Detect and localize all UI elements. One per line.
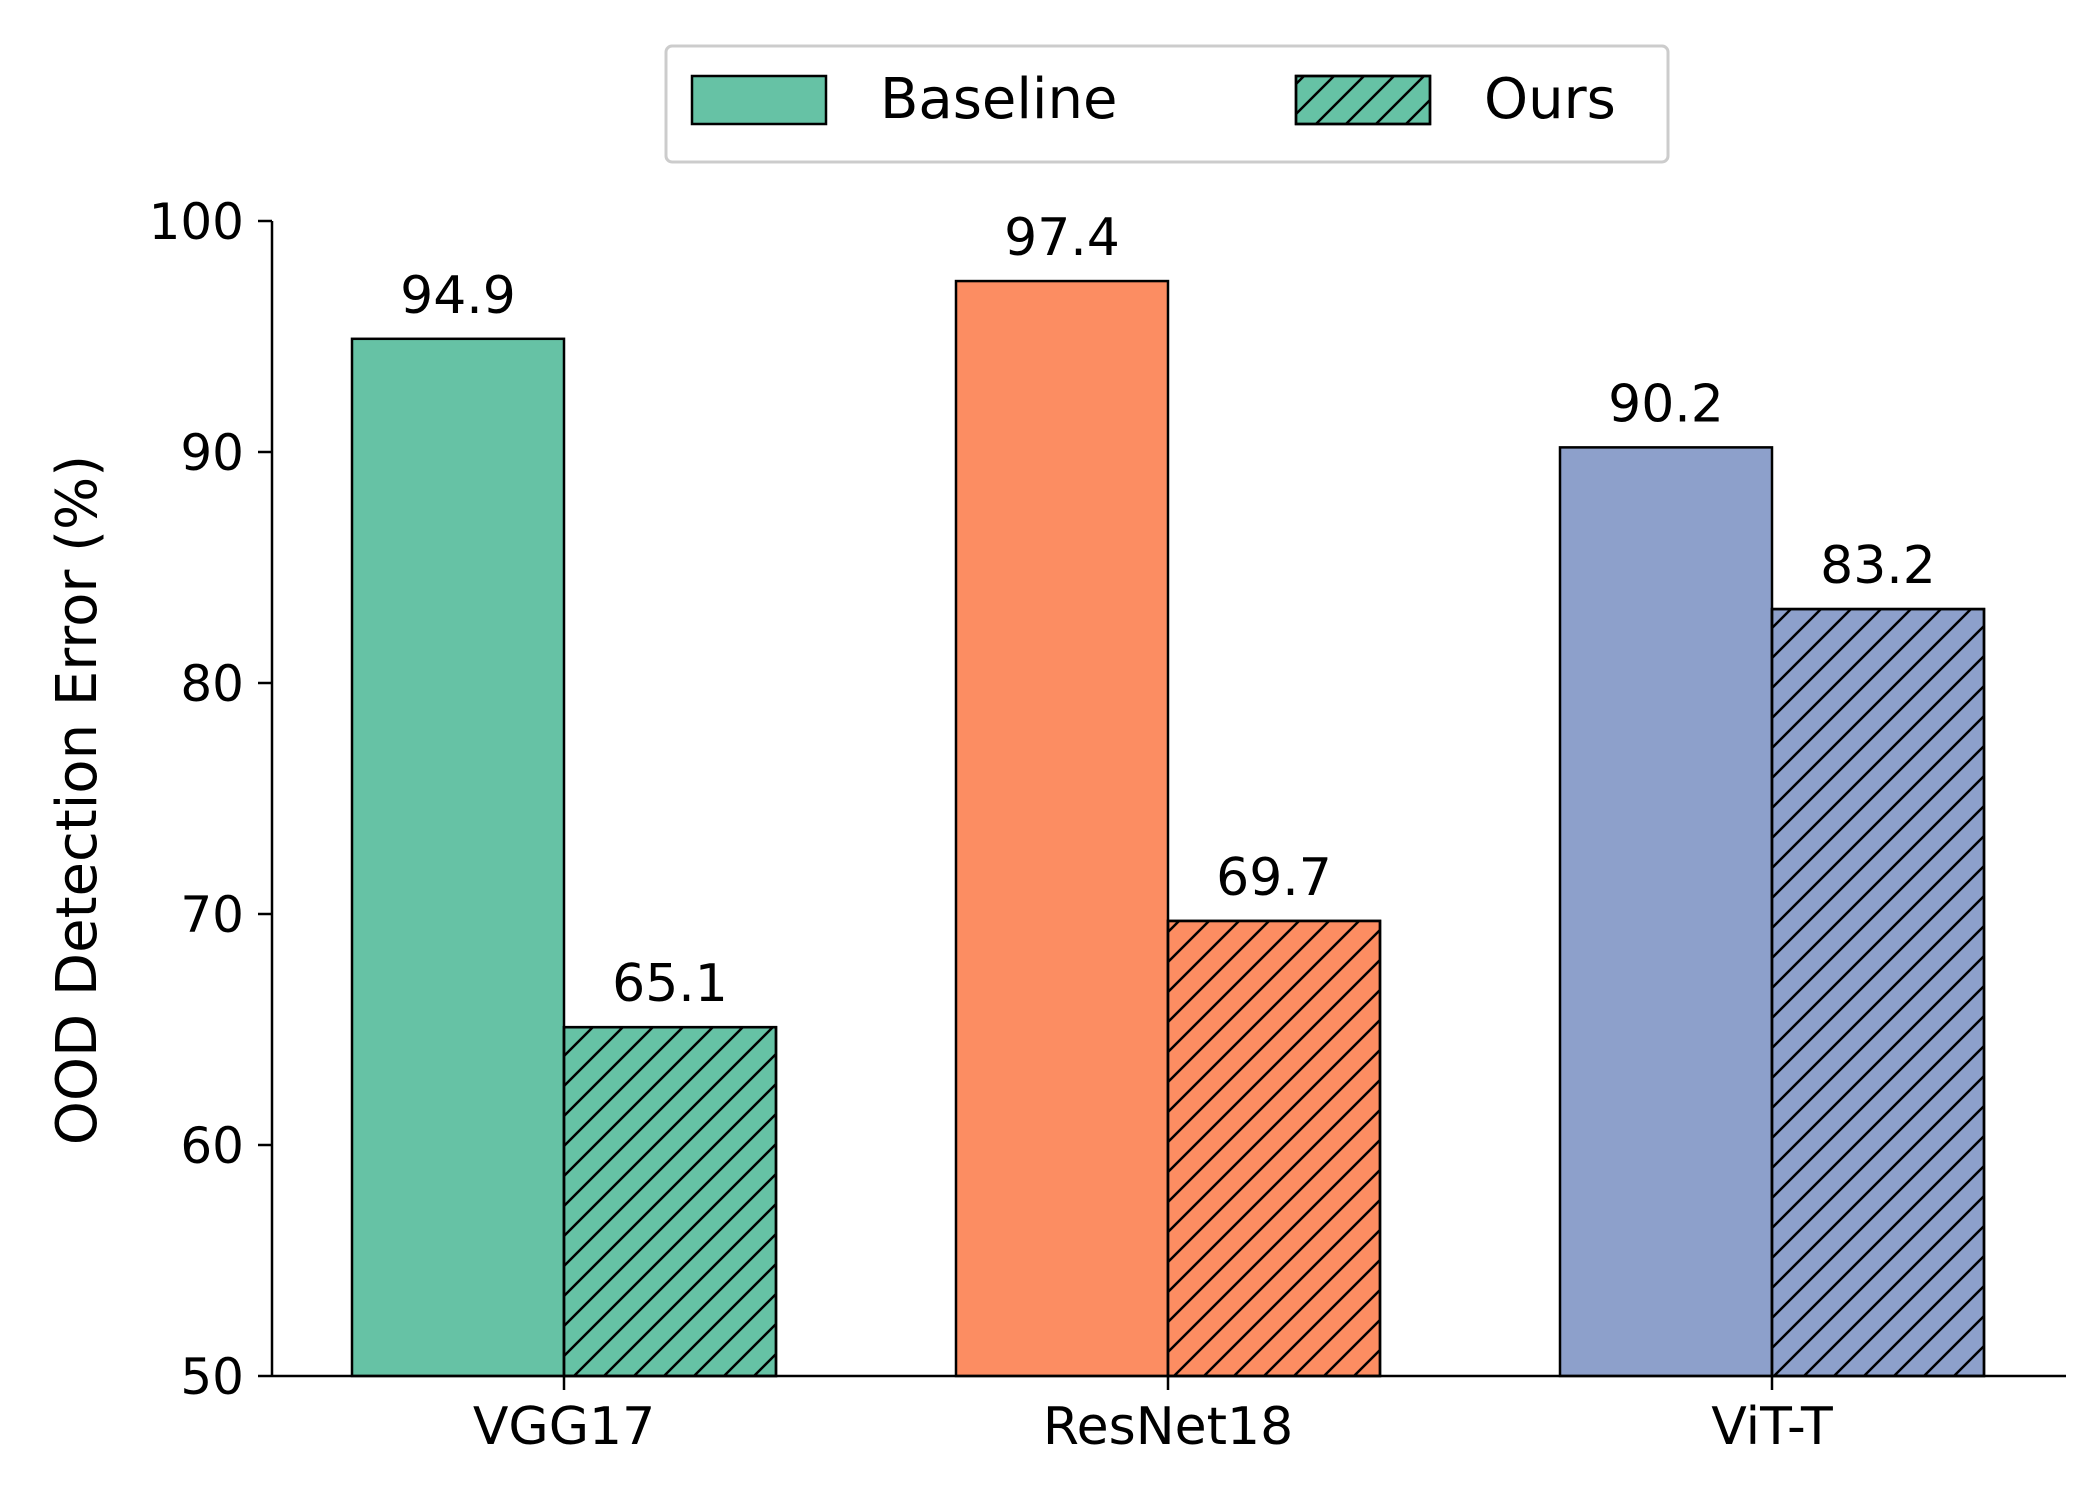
bar-baseline-vit-t xyxy=(1558,446,1774,1378)
bar-baseline-resnet18 xyxy=(954,279,1170,1378)
bar-hatch-ours-vit-t xyxy=(1770,607,1986,1378)
bar-hatch-ours-vgg17 xyxy=(562,1025,778,1378)
bars-layer xyxy=(350,279,1986,1378)
x-tick-label-vit-t: ViT-T xyxy=(1711,1397,1833,1457)
value-label-baseline-vgg17: 94.9 xyxy=(400,266,516,326)
y-tick-label-60: 60 xyxy=(180,1117,244,1175)
x-tick-label-resnet18: ResNet18 xyxy=(1043,1397,1293,1457)
y-tick-label-50: 50 xyxy=(180,1348,244,1406)
x-tick-label-vgg17: VGG17 xyxy=(473,1397,655,1457)
bar-hatch-ours-resnet18 xyxy=(1166,919,1382,1378)
legend-patch-ours-hatch xyxy=(1294,74,1432,126)
y-axis-label: OOD Detection Error (%) xyxy=(45,455,110,1145)
x-axis: VGG17 ResNet18 ViT-T xyxy=(272,1374,2066,1457)
value-label-ours-vit-t: 83.2 xyxy=(1820,536,1936,596)
value-label-baseline-resnet18: 97.4 xyxy=(1004,208,1120,268)
legend-label-ours: Ours xyxy=(1484,67,1616,132)
y-axis: 50 60 70 80 90 100 xyxy=(149,193,274,1406)
legend-entry-baseline: Baseline xyxy=(690,67,1117,132)
legend: Baseline Ours xyxy=(664,44,1670,164)
legend-patch-baseline xyxy=(690,74,828,126)
value-label-baseline-vit-t: 90.2 xyxy=(1608,374,1724,434)
value-label-ours-vgg17: 65.1 xyxy=(612,954,728,1014)
legend-entry-ours: Ours xyxy=(1294,67,1616,132)
y-tick-label-80: 80 xyxy=(180,655,244,713)
legend-label-baseline: Baseline xyxy=(880,67,1117,132)
y-tick-label-70: 70 xyxy=(180,886,244,944)
y-tick-label-100: 100 xyxy=(149,193,244,251)
value-labels-layer: 94.9 65.1 97.4 69.7 90.2 83.2 xyxy=(400,208,1936,1014)
y-tick-label-90: 90 xyxy=(180,424,244,482)
bar-baseline-vgg17 xyxy=(350,337,566,1378)
value-label-ours-resnet18: 69.7 xyxy=(1216,848,1332,908)
